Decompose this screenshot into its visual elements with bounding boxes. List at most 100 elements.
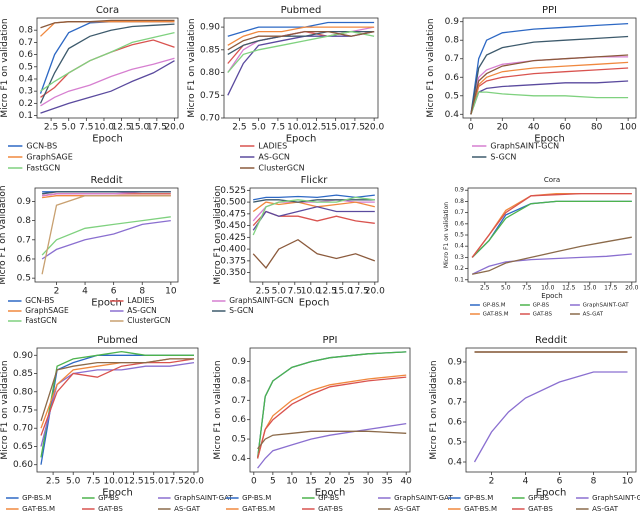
y-tick-label: 0.5 [19,62,33,72]
y-tick-label: 0.3 [454,254,464,261]
y-tick-label: 0.4 [445,110,460,120]
y-tick-label: 0.6 [17,254,32,264]
y-tick-label: 0.525 [220,186,246,196]
series-line [227,30,375,51]
x-tick-label: 20 [324,477,336,487]
x-tick-label: 10 [286,477,298,487]
legend-label: FastGCN [26,164,60,173]
series-line [470,91,629,115]
y-tick-label: 0.8 [17,216,32,226]
x-tick-label: 5.0 [501,285,511,292]
x-tick-label: 17.5 [349,287,369,297]
series-line [40,361,195,447]
plot-frame [36,347,199,473]
series-line [253,194,375,201]
y-axis-label: Micro F1 on validation [443,202,450,268]
y-tick-label: 0.475 [220,209,246,219]
legend-label: GP-BS.M [483,303,506,309]
y-axis-label: Micro F1 on validation [213,360,223,459]
series-line [473,371,628,463]
series-line [252,201,375,213]
series-line [252,206,375,231]
x-tick-label: 6 [557,477,563,487]
y-tick-label: 0.6 [448,418,463,428]
panel-title: Cora [544,176,560,184]
y-tick-label: 0.375 [220,256,246,266]
y-tick-label: 0.6 [454,220,464,227]
legend-label: GP-BS [318,494,339,502]
y-tick-label: 0.85 [13,369,33,379]
x-tick-label: 15 [305,477,316,487]
x-tick-label: 12.5 [124,477,144,487]
x-axis-label: Epoch [536,488,567,499]
series-line [257,430,407,450]
panel-title: Reddit [90,175,122,186]
series-line [256,376,407,459]
series-line [470,61,629,115]
panel-title: PPI [322,335,337,346]
legend-label: GP-BS.M [464,494,493,502]
legend-label: ClusterGCN [127,316,170,325]
x-tick-label: 100 [620,123,637,133]
panel-title: Pubmed [281,5,322,16]
x-axis-label: Epoch [91,298,122,309]
x-tick-label: 5.0 [62,123,77,133]
legend-label: GraphSAINT-GCN [229,296,293,305]
x-tick-label: 5.0 [66,477,81,487]
y-tick-label: 0.8 [232,376,247,386]
series-line [41,216,171,256]
series-line [256,351,407,459]
x-tick-label: 0 [468,123,474,133]
y-tick-label: 0.2 [19,99,33,109]
x-tick-label: 15.0 [583,285,597,292]
series-line [42,191,171,195]
x-tick-label: 17.5 [604,285,618,292]
x-tick-label: 2.5 [46,477,60,487]
series-line [256,374,407,459]
y-tick-label: 0.425 [220,233,246,243]
legend-label: GAT-BS.M [464,505,497,513]
y-tick-label: 0.85 [200,45,220,55]
panel-title: Reddit [535,335,567,346]
x-tick-label: 20.0 [184,477,204,487]
y-tick-label: 0.9 [232,357,247,367]
x-tick-label: 15.0 [129,123,149,133]
series-line [470,22,629,115]
legend-label: S-GCN [490,153,516,162]
series-line [470,56,629,115]
legend-label: GAT-BS [528,505,553,513]
legend-label: S-GCN [229,306,253,315]
y-tick-label: 0.4 [19,74,34,84]
y-tick-label: 0.7 [454,209,464,216]
y-tick-label: 0.7 [445,54,459,64]
x-axis-label: Epoch [286,134,317,145]
y-tick-label: 0.5 [17,274,31,284]
series-line [471,200,632,258]
x-tick-label: 15.0 [333,287,353,297]
x-tick-label: 20.0 [164,123,184,133]
y-tick-label: 0.8 [448,378,463,388]
series-line [252,238,376,269]
x-tick-label: 12.5 [317,287,337,297]
y-axis-label: Micro F1 on validation [187,18,197,117]
x-tick-label: 20.0 [365,287,385,297]
legend-label: GAT-BS [98,505,123,513]
y-tick-label: 0.75 [13,406,33,416]
y-tick-label: 0.90 [200,23,220,33]
y-tick-label: 0.5 [448,438,462,448]
y-tick-label: 0.5 [454,232,464,239]
x-tick-label: 15.0 [326,123,346,133]
legend-label: GAT-BS [533,312,553,318]
legend-label: GraphSAINT-GAT [583,303,630,309]
series-line [40,31,175,92]
series-line [227,30,375,96]
x-tick-label: 7.5 [288,287,302,297]
x-tick-label: 10 [622,477,634,487]
legend-label: GAT-BS [318,505,343,513]
legend-label: GraphSAGE [26,153,72,162]
x-axis-label: Epoch [299,298,330,309]
y-axis-label: Micro F1 on validation [0,185,8,284]
series-line [470,54,629,115]
legend-label: LADIES [127,296,154,305]
y-tick-label: 0.5 [232,435,246,445]
